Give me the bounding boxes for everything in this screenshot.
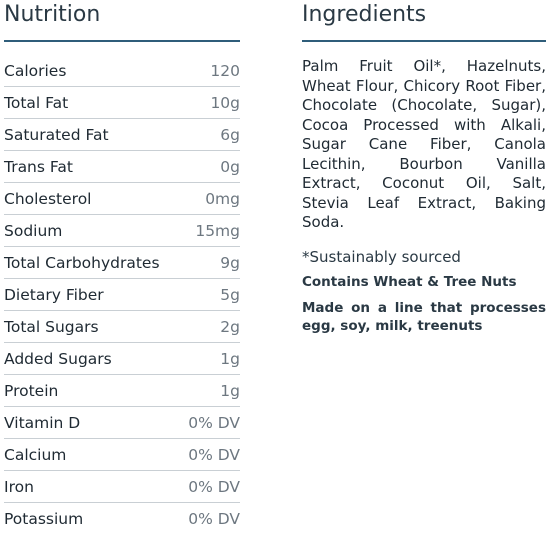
nutrient-label: Protein [4, 381, 59, 400]
nutrient-value: 1g [220, 349, 240, 368]
nutrient-value: 0g [220, 157, 240, 176]
nutrition-row-cholesterol: Cholesterol 0mg [4, 183, 240, 215]
facility-statement: Made on a line that processes egg, soy, … [302, 299, 546, 334]
nutrient-value: 0% DV [188, 477, 240, 496]
nutrient-label: Sodium [4, 221, 63, 240]
nutrient-label: Total Sugars [4, 317, 99, 336]
nutrition-row-added-sugars: Added Sugars 1g [4, 343, 240, 375]
nutrient-value: 1g [220, 381, 240, 400]
nutrition-row-total-carbohydrates: Total Carbohydrates 9g [4, 247, 240, 279]
nutrient-value: 120 [210, 61, 240, 80]
nutrient-label: Calories [4, 61, 67, 80]
sustainability-footnote: *Sustainably sourced [302, 247, 461, 266]
allergen-statement: Contains Wheat & Tree Nuts [302, 273, 517, 290]
ingredients-title: Ingredients [302, 2, 427, 27]
nutrient-value: 0% DV [188, 445, 240, 464]
nutrient-label: Calcium [4, 445, 67, 464]
nutrient-label: Cholesterol [4, 189, 92, 208]
nutrition-title: Nutrition [4, 2, 101, 27]
nutrition-title-rule [4, 40, 240, 42]
nutrient-label: Total Carbohydrates [4, 253, 160, 272]
nutrition-row-vitamin-d: Vitamin D 0% DV [4, 407, 240, 439]
nutrition-row-protein: Protein 1g [4, 375, 240, 407]
nutrient-value: 15mg [195, 221, 240, 240]
nutrition-row-trans-fat: Trans Fat 0g [4, 151, 240, 183]
nutrition-row-dietary-fiber: Dietary Fiber 5g [4, 279, 240, 311]
ingredients-title-rule [302, 40, 546, 42]
nutrient-value: 5g [220, 285, 240, 304]
nutrient-label: Added Sugars [4, 349, 112, 368]
ingredients-panel: Ingredients Palm Fruit Oil*, Hazelnuts, … [302, 0, 546, 335]
nutrition-row-calories: Calories 120 [4, 55, 240, 87]
nutrient-label: Saturated Fat [4, 125, 109, 144]
nutrition-row-iron: Iron 0% DV [4, 471, 240, 503]
nutrition-row-saturated-fat: Saturated Fat 6g [4, 119, 240, 151]
nutrient-value: 10g [210, 93, 240, 112]
nutrition-row-total-sugars: Total Sugars 2g [4, 311, 240, 343]
nutrient-label: Total Fat [4, 93, 69, 112]
ingredients-list: Palm Fruit Oil*, Hazelnuts, Wheat Flour,… [302, 57, 546, 231]
nutrient-value: 2g [220, 317, 240, 336]
nutrition-table: Calories 120 Total Fat 10g Saturated Fat… [4, 55, 240, 534]
nutrient-label: Iron [4, 477, 34, 496]
nutrient-label: Dietary Fiber [4, 285, 104, 304]
nutrient-value: 0mg [205, 189, 240, 208]
nutrient-label: Vitamin D [4, 413, 81, 432]
nutrient-value: 9g [220, 253, 240, 272]
nutrition-row-total-fat: Total Fat 10g [4, 87, 240, 119]
nutrient-value: 0% DV [188, 413, 240, 432]
nutrient-label: Trans Fat [4, 157, 73, 176]
nutrition-row-calcium: Calcium 0% DV [4, 439, 240, 471]
nutrient-value: 6g [220, 125, 240, 144]
nutrition-row-sodium: Sodium 15mg [4, 215, 240, 247]
nutrition-panel: Nutrition Calories 120 Total Fat 10g Sat… [4, 0, 240, 534]
